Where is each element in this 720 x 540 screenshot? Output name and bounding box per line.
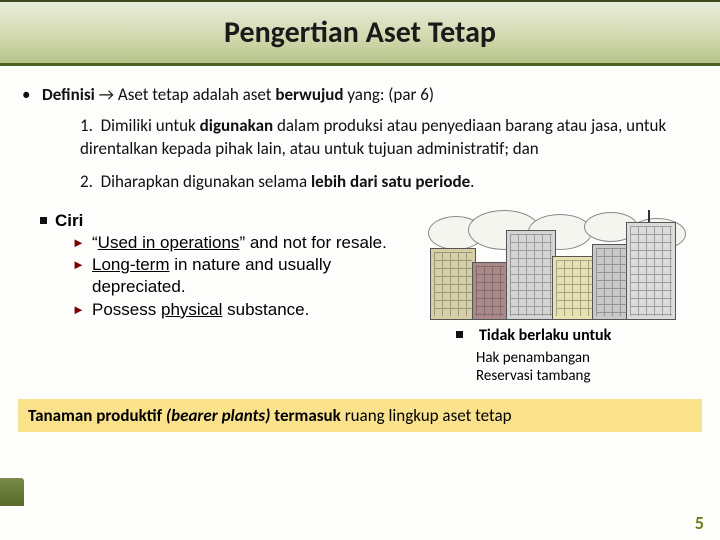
title-band: Pengertian Aset Tetap xyxy=(0,0,720,66)
content-area: • Definisi → Aset tetap adalah aset berw… xyxy=(0,66,720,385)
definisi-bold: berwujud xyxy=(275,84,343,105)
c2-under: Long-term xyxy=(92,255,169,274)
definisi-label: Definisi xyxy=(42,84,95,105)
c3-under: physical xyxy=(161,300,222,319)
ciri-head: Ciri xyxy=(40,210,418,232)
yellow-plain: ruang lingkup aset tetap xyxy=(345,405,512,426)
square-bullet-icon xyxy=(456,331,463,338)
columns: Ciri ► “Used in operations” and not for … xyxy=(36,210,694,385)
c3-post: substance. xyxy=(222,300,309,319)
definisi-item-2: 2. Diharapkan digunakan selama lebih dar… xyxy=(80,171,694,194)
d2-pre: Diharapkan digunakan selama xyxy=(101,171,311,192)
yellow-ital: (bearer plants) xyxy=(166,405,271,426)
left-decorative-stripe xyxy=(0,478,24,506)
c1-post: ” and not for resale. xyxy=(239,233,386,252)
ciri-block: Ciri ► “Used in operations” and not for … xyxy=(36,210,418,385)
city-illustration xyxy=(428,210,678,320)
yellow-bold2: termasuk xyxy=(270,405,344,426)
slide-title: Pengertian Aset Tetap xyxy=(224,14,496,51)
definisi-line: • Definisi → Aset tetap adalah aset berw… xyxy=(36,84,694,107)
yellow-bold1: Tanaman produktif xyxy=(28,405,166,426)
tidak-block: Tidak berlaku untuk Hak penambangan Rese… xyxy=(428,326,694,385)
square-bullet-icon xyxy=(40,217,47,224)
bullet-dot: • xyxy=(22,84,38,105)
tidak-line: Tidak berlaku untuk xyxy=(456,326,694,345)
definisi-item-1: 1. Dimiliki untuk digunakan dalam produk… xyxy=(80,115,694,161)
ciri-label: Ciri xyxy=(55,211,83,230)
ciri-item-1: ► “Used in operations” and not for resal… xyxy=(72,232,418,254)
d2-bold: lebih dari satu periode xyxy=(311,171,470,192)
c1-under: Used in operations xyxy=(98,233,240,252)
page-number: 5 xyxy=(695,512,704,534)
definisi-list: 1. Dimiliki untuk digunakan dalam produk… xyxy=(36,115,694,194)
right-column: Tidak berlaku untuk Hak penambangan Rese… xyxy=(428,210,694,385)
ciri-item-3: ► Possess physical substance. xyxy=(72,299,418,321)
c3-pre: Possess xyxy=(92,300,161,319)
ciri-item-2: ► Long-term in nature and usually deprec… xyxy=(72,254,418,298)
triangle-icon: ► xyxy=(72,257,85,274)
d1-pre: Dimiliki untuk xyxy=(101,115,200,136)
yellow-note: Tanaman produktif (bearer plants) termas… xyxy=(18,399,702,432)
tidak-label: Tidak berlaku untuk xyxy=(479,326,611,345)
d2-post: . xyxy=(470,171,474,192)
definisi-text-after: yang: (par 6) xyxy=(344,84,435,105)
definisi-block: • Definisi → Aset tetap adalah aset berw… xyxy=(36,84,694,194)
tidak-sub2: Reservasi tambang xyxy=(456,367,694,385)
definisi-text-before: Aset tetap adalah aset xyxy=(114,84,275,105)
triangle-icon: ► xyxy=(72,302,85,319)
tidak-sub1: Hak penambangan xyxy=(456,349,694,367)
arrow-icon: → xyxy=(99,84,114,105)
triangle-icon: ► xyxy=(72,235,85,252)
d1-bold: digunakan xyxy=(200,115,273,136)
ciri-list: ► “Used in operations” and not for resal… xyxy=(36,232,418,321)
